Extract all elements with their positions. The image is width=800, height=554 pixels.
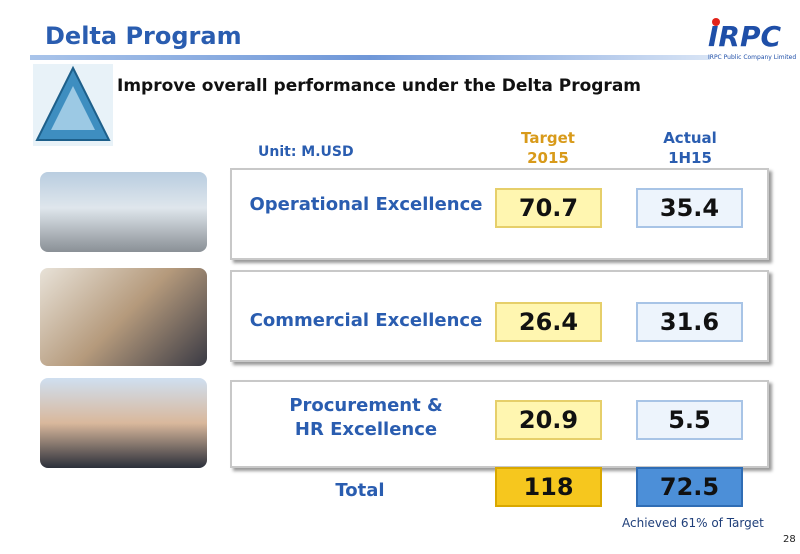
photo	[40, 268, 207, 366]
target-value: 20.9	[495, 400, 602, 440]
company-name: IRPC Public Company Limited	[708, 54, 797, 61]
logo-dot	[712, 18, 720, 26]
delta-triangle	[33, 64, 113, 146]
row-label: Operational Excellence	[249, 194, 483, 215]
title: Delta Program	[45, 22, 242, 50]
column-header: Actual	[663, 129, 717, 147]
total-label: Total	[335, 480, 385, 501]
note: Achieved 61% of Target	[622, 516, 764, 530]
unit-label: Unit: M.USD	[258, 144, 354, 160]
title-underline	[30, 55, 710, 60]
column-header: 1H15	[668, 149, 712, 167]
column-header: Target	[521, 129, 575, 147]
row-label: Procurement &	[289, 395, 443, 416]
subtitle: Improve overall performance under the De…	[117, 76, 642, 96]
total-actual: 72.5	[636, 467, 743, 507]
actual-value: 35.4	[636, 188, 743, 228]
actual-value: 5.5	[636, 400, 743, 440]
target-value: 26.4	[495, 302, 602, 342]
row-label: HR Excellence	[294, 419, 438, 440]
page-number: 28	[783, 534, 796, 545]
photo	[40, 172, 207, 252]
actual-value: 31.6	[636, 302, 743, 342]
target-value: 70.7	[495, 188, 602, 228]
total-target: 118	[495, 467, 602, 507]
photo	[40, 378, 207, 468]
row-label: Commercial Excellence	[249, 310, 483, 331]
column-header: 2015	[527, 149, 569, 167]
logo: IRPC	[708, 20, 782, 53]
